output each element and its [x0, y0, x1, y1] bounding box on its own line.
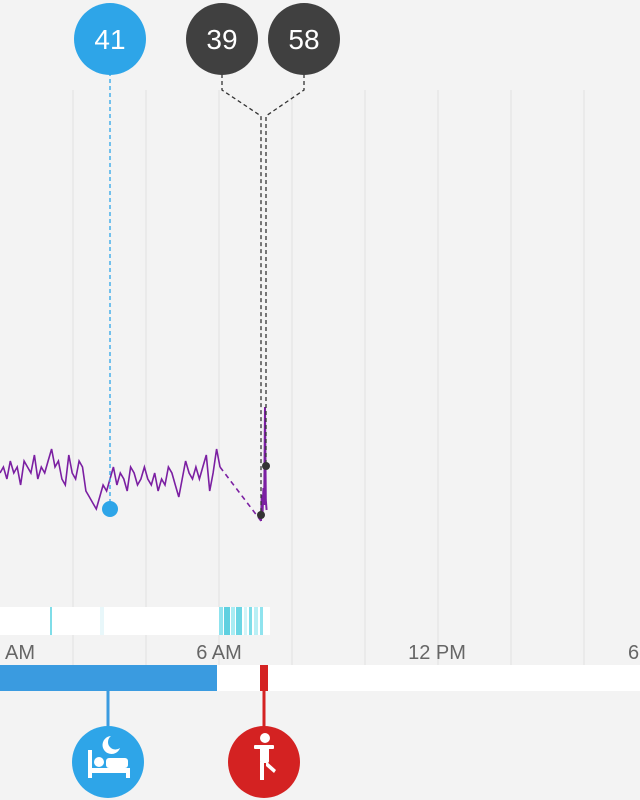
marker-39-label: 39 [206, 24, 237, 55]
activity-event-bar[interactable] [260, 665, 268, 691]
standing-person-icon [254, 733, 276, 780]
marker-39-dot[interactable] [257, 511, 265, 519]
x-tick-label-0: AM [5, 642, 35, 664]
marker-41-bubble[interactable] [74, 3, 146, 75]
bed-moon-icon [88, 736, 130, 778]
sleep-stage-strip [0, 607, 270, 635]
marker-58-leader [265, 74, 305, 466]
marker-41-dot[interactable] [102, 501, 118, 517]
series-gap-line [219, 466, 262, 522]
series-spike [260, 406, 268, 522]
marker-58-bubble[interactable] [268, 3, 340, 75]
marker-58-dot[interactable] [262, 462, 270, 470]
marker-41-label: 41 [94, 24, 125, 55]
marker-58-label: 58 [288, 24, 319, 55]
marker-39-bubble[interactable] [186, 3, 258, 75]
grid-lines [72, 90, 585, 665]
x-tick-label-3: 6 [628, 642, 639, 664]
x-tick-label-1: 6 AM [196, 642, 242, 664]
x-tick-label-2: 12 PM [408, 642, 466, 664]
marker-39-leader [221, 74, 262, 514]
sleep-bar[interactable] [0, 665, 217, 691]
